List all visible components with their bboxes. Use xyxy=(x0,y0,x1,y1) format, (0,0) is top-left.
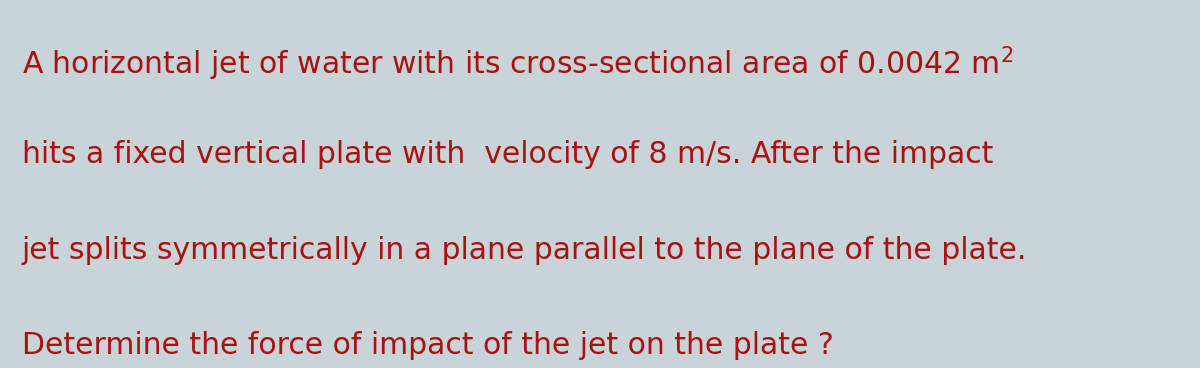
Text: hits a fixed vertical plate with  velocity of 8 m/s. After the impact: hits a fixed vertical plate with velocit… xyxy=(22,140,992,169)
Text: Determine the force of impact of the jet on the plate ?: Determine the force of impact of the jet… xyxy=(22,331,834,360)
Text: jet splits symmetrically in a plane parallel to the plane of the plate.: jet splits symmetrically in a plane para… xyxy=(22,236,1027,265)
Text: A horizontal jet of water with its cross-sectional area of 0.0042 m$^2$: A horizontal jet of water with its cross… xyxy=(22,44,1013,83)
